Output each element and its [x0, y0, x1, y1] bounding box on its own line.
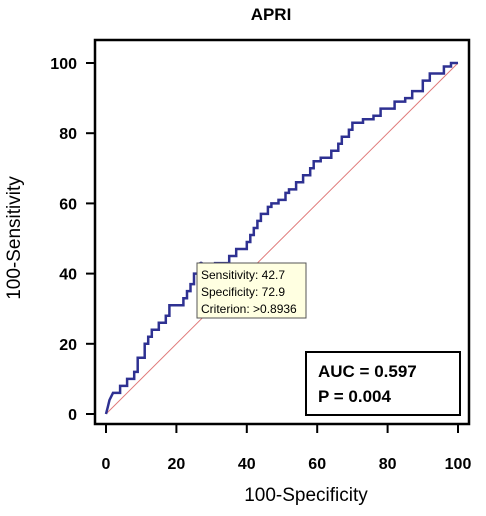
- reference-diagonal: [105, 62, 459, 415]
- plot-frame: [93, 38, 471, 426]
- y-tick-label: 60: [59, 196, 77, 213]
- x-tick-label: 100: [445, 456, 472, 473]
- tooltip-box: Sensitivity: 42.7 Specificity: 72.9 Crit…: [196, 262, 307, 319]
- auc-value: AUC = 0.597: [318, 362, 417, 381]
- x-tick-label: 80: [379, 456, 397, 473]
- auc-annotation-frame: [305, 351, 461, 416]
- x-tick-label: 40: [238, 456, 256, 473]
- auc-annotation-box: AUC = 0.597 P = 0.004: [305, 351, 461, 416]
- tooltip-background: [196, 262, 307, 319]
- y-tick-label: 40: [59, 267, 77, 284]
- ticks-layer: 0 20 40 60 80 100 0 20 40 60 80 100: [50, 56, 471, 473]
- roc-curve: [104, 61, 458, 415]
- x-tick-label: 60: [308, 456, 326, 473]
- x-tick-label: 20: [168, 456, 186, 473]
- chart-title: APRI: [251, 5, 292, 24]
- tooltip-criterion: Criterion: >0.8936: [201, 302, 297, 316]
- x-tick-label: 0: [102, 456, 111, 473]
- y-tick-label: 0: [68, 407, 77, 424]
- y-tick-label: 20: [59, 337, 77, 354]
- tooltip-sensitivity: Sensitivity: 42.7: [201, 268, 285, 282]
- y-tick-label: 100: [50, 56, 77, 73]
- tooltip-specificity: Specificity: 72.9: [201, 285, 285, 299]
- y-axis-label: 100-Sensitivity: [4, 176, 25, 300]
- y-tick-label: 80: [59, 126, 77, 143]
- x-axis-label: 100-Specificity: [244, 485, 368, 506]
- p-value: P = 0.004: [318, 387, 391, 406]
